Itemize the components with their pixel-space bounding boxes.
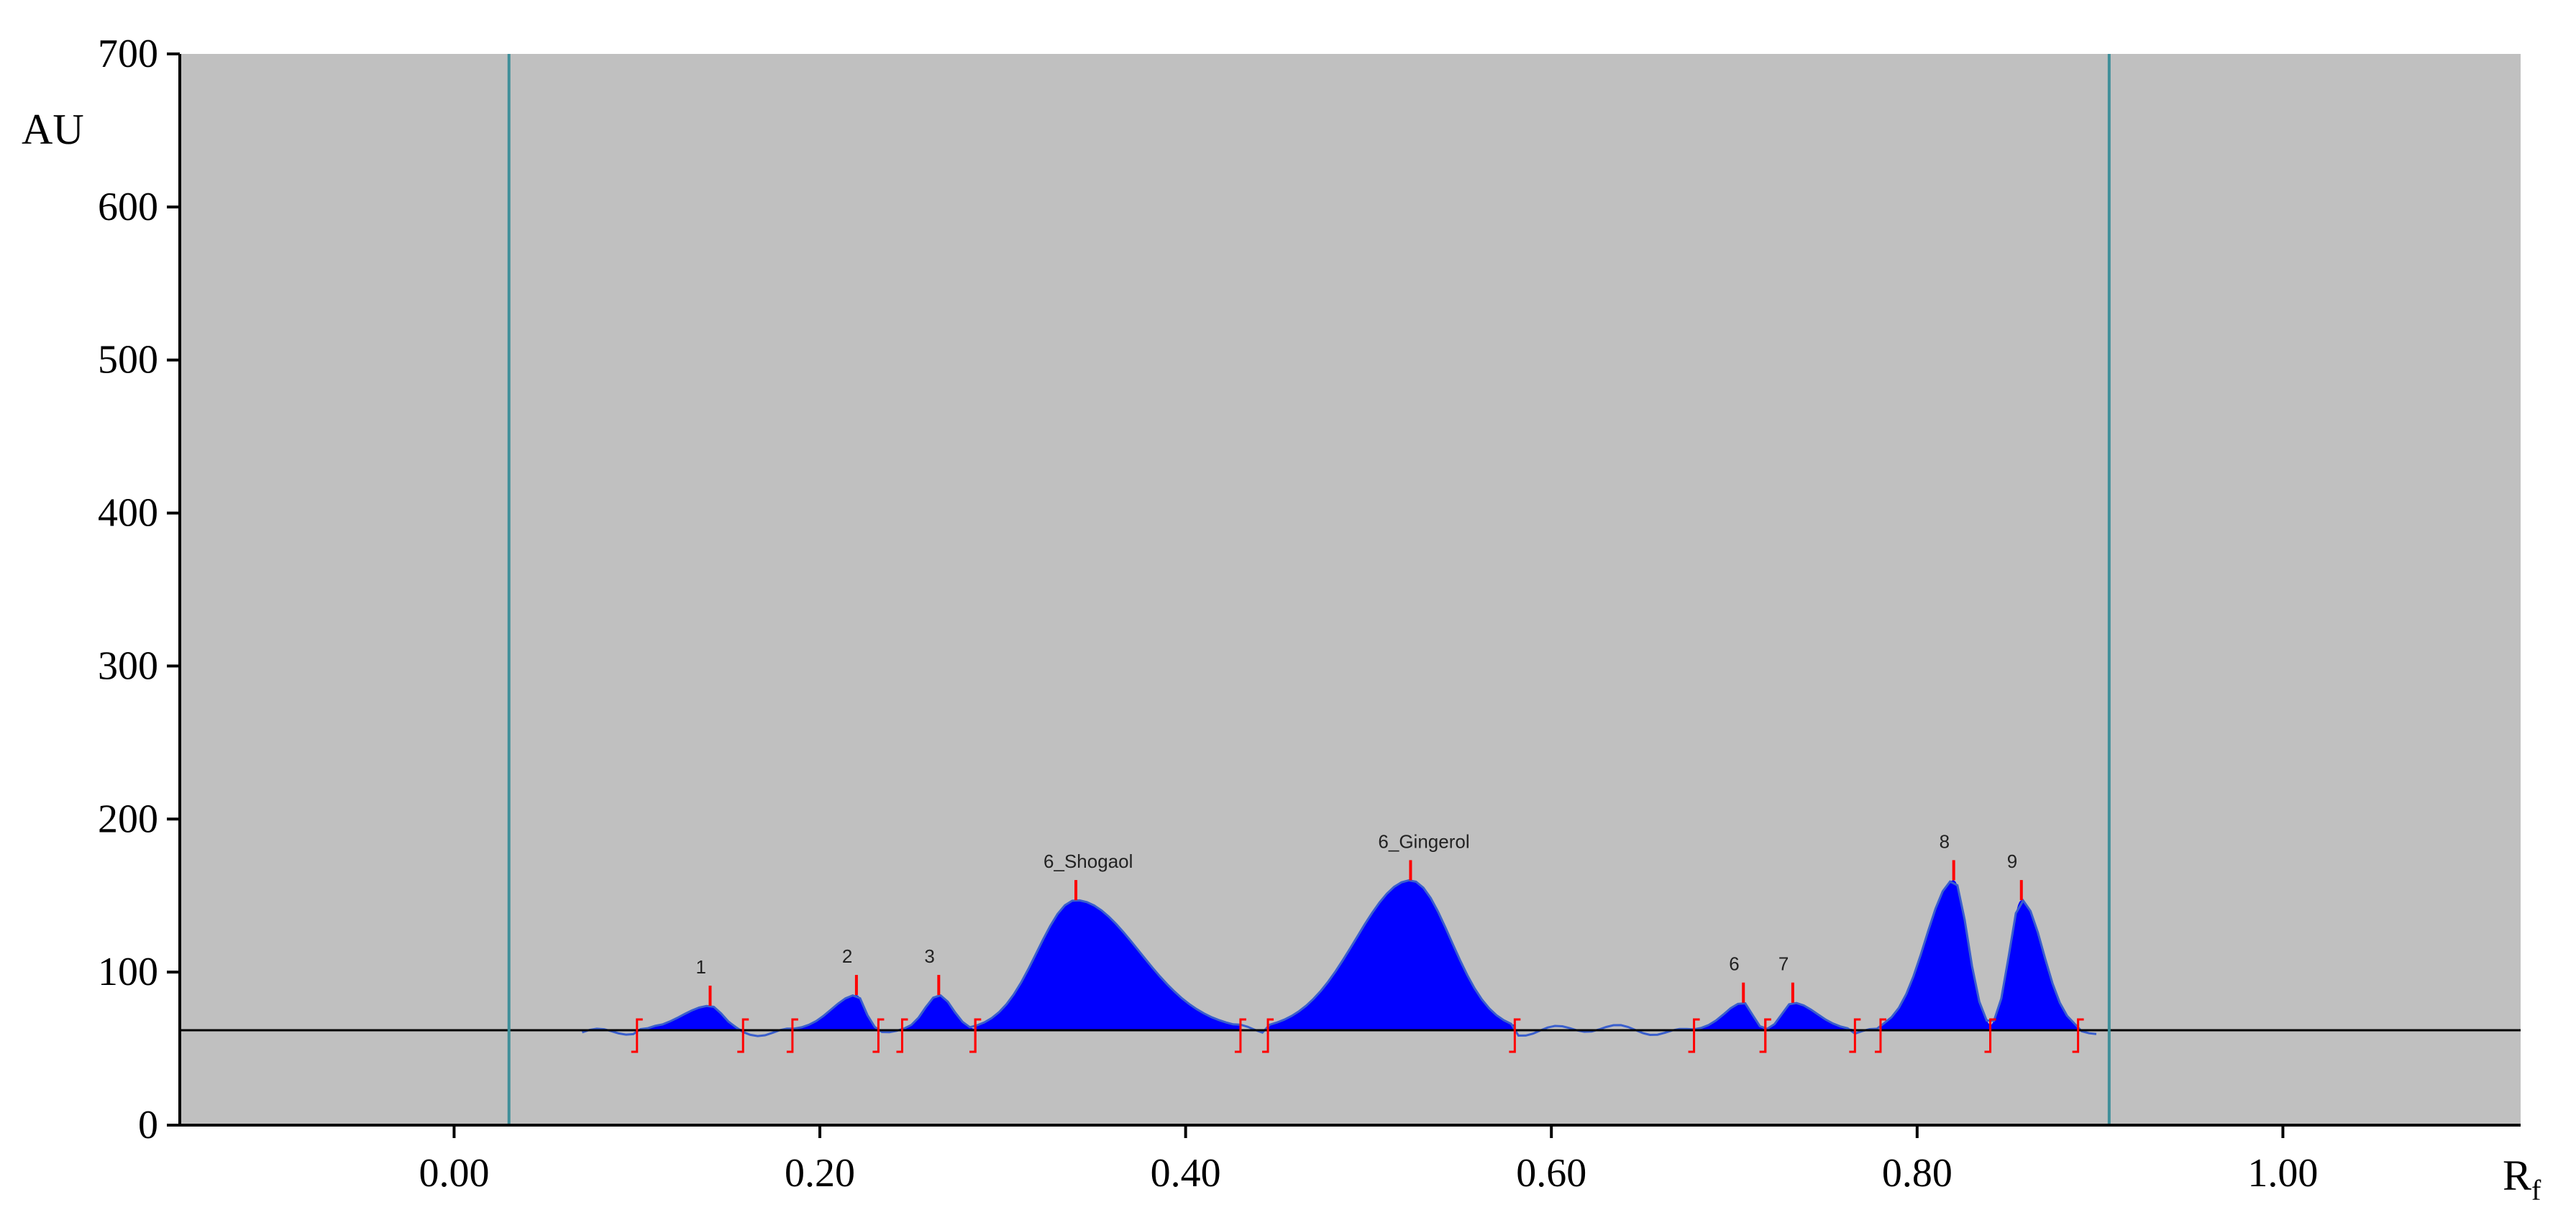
peak-boundary-bracket-1-end [737,1018,749,1053]
peak-boundary-bracket-8-start [1874,1018,1886,1053]
x-axis-title: Rf [2503,1152,2541,1206]
peak-area-9 [1990,900,2078,1030]
peak-label-6: 6 [1729,953,1739,975]
x-tick-label-0: 0.00 [419,1151,489,1196]
x-tick-label-3: 0.60 [1516,1151,1586,1196]
x-tick-label-1: 0.20 [785,1151,855,1196]
y-tick-label-100: 100 [98,950,158,994]
peak-area-3 [902,995,976,1030]
x-tick-label-4: 0.80 [1882,1151,1952,1196]
peak-area-8 [1881,880,1991,1030]
peak-label-7: 7 [1778,953,1789,975]
peak-boundary-bracket-9-start [1984,1018,1996,1053]
y-tick-label-400: 400 [98,491,158,536]
x-tick-label-5: 1.00 [2247,1151,2318,1196]
peak-boundary-bracket-1-start [631,1018,643,1053]
y-tick-label-300: 300 [98,643,158,688]
peak-area-2 [792,995,879,1030]
peak-boundary-bracket-7-end [1849,1018,1861,1053]
peak-boundary-bracket-2-end [872,1018,885,1053]
peak-label-5: 6_Gingerol [1378,830,1469,852]
peak-boundary-bracket-7-start [1759,1018,1771,1053]
peak-boundary-bracket-3-start [896,1018,908,1053]
peak-boundary-bracket-6-start [1688,1018,1700,1053]
peak-area-5 [1268,880,1515,1030]
peak-boundary-bracket-4-start [969,1018,982,1053]
y-tick-label-200: 200 [98,797,158,841]
y-tick-label-700: 700 [98,32,158,76]
y-tick-label-500: 500 [98,338,158,382]
peak-boundary-bracket-5-end [1509,1018,1521,1053]
peak-label-9: 9 [2007,850,2017,872]
signal-trace [582,879,2097,1037]
y-tick-label-0: 0 [138,1103,158,1147]
y-axis-title: AU [22,106,84,153]
y-tick-label-600: 600 [98,185,158,229]
x-tick-label-2: 0.40 [1151,1151,1221,1196]
peak-label-2: 2 [842,945,852,967]
peak-label-1: 1 [695,956,705,978]
peak-boundary-bracket-5-start [1262,1018,1274,1053]
peak-boundary-bracket-9-end [2072,1018,2084,1053]
peak-label-8: 8 [1940,830,1950,852]
peak-boundary-bracket-2-start [786,1018,798,1053]
peak-boundary-bracket-4-end [1234,1018,1246,1053]
peak-label-4: 6_Shogaol [1043,850,1133,872]
peak-area-4 [975,900,1241,1030]
peak-label-3: 3 [924,945,934,967]
